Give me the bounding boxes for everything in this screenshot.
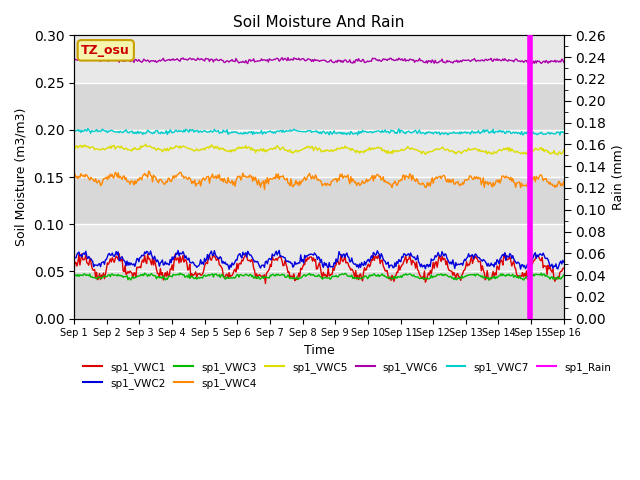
Bar — [74, 130, 564, 177]
Bar — [74, 177, 564, 224]
Bar — [74, 224, 564, 272]
Legend: sp1_VWC1, sp1_VWC2, sp1_VWC3, sp1_VWC4, sp1_VWC5, sp1_VWC6, sp1_VWC7, sp1_Rain: sp1_VWC1, sp1_VWC2, sp1_VWC3, sp1_VWC4, … — [79, 358, 616, 393]
Y-axis label: Rain (mm): Rain (mm) — [612, 144, 625, 210]
Bar — [74, 272, 564, 319]
Bar — [74, 83, 564, 130]
Title: Soil Moisture And Rain: Soil Moisture And Rain — [233, 15, 404, 30]
Bar — [74, 36, 564, 83]
Y-axis label: Soil Moisture (m3/m3): Soil Moisture (m3/m3) — [15, 108, 28, 246]
X-axis label: Time: Time — [303, 344, 334, 357]
Text: TZ_osu: TZ_osu — [81, 44, 130, 57]
